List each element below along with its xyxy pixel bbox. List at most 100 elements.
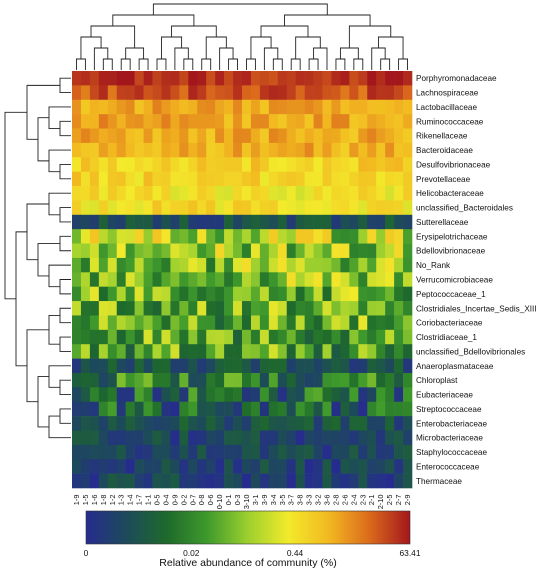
heatmap-cell [322, 387, 332, 403]
row-label: Lachnospiraceae [416, 89, 479, 98]
heatmap-cell [358, 473, 368, 489]
heatmap-cell [215, 329, 225, 345]
heatmap-cell [403, 459, 413, 474]
heatmap-cell [170, 401, 180, 417]
heatmap-cell [98, 387, 109, 403]
heatmap-cell [403, 99, 413, 115]
heatmap-cell [89, 99, 100, 115]
heatmap-cell [268, 157, 279, 172]
heatmap-cell [134, 286, 144, 302]
heatmap-cell [277, 114, 288, 129]
heatmap-cell [80, 387, 91, 403]
heatmap-cell [385, 272, 395, 287]
heatmap-cell [331, 272, 341, 287]
heatmap-cell [242, 200, 252, 216]
heatmap-cell [277, 243, 288, 259]
heatmap-cell [295, 301, 305, 316]
heatmap-cell [125, 114, 135, 129]
heatmap-cell [143, 430, 153, 446]
heatmap-cell [268, 114, 279, 129]
heatmap-cell [107, 229, 118, 244]
heatmap-cell [268, 430, 279, 446]
heatmap-cell [116, 257, 126, 273]
heatmap-cell [215, 286, 225, 302]
heatmap-cell [89, 114, 100, 129]
dendrogram-branch [308, 58, 319, 70]
heatmap-cell [107, 171, 118, 187]
heatmap-cell [358, 416, 368, 431]
heatmap-cell [206, 372, 216, 388]
heatmap-cell [98, 344, 109, 359]
heatmap-cell [313, 214, 323, 230]
row-label: Peptococcaceae_1 [416, 290, 486, 299]
heatmap-cell [107, 142, 118, 158]
heatmap-cell [197, 430, 207, 446]
heatmap-cell [322, 243, 332, 259]
heatmap-cell [340, 315, 350, 331]
heatmap-cell [143, 186, 153, 201]
heatmap-cell [331, 301, 341, 316]
heatmap-cell [161, 358, 171, 374]
heatmap-cell [179, 229, 189, 244]
heatmap-cell [304, 171, 314, 187]
color-scale: 0 0.02 0.44 63.41 Relative abundance of com… [84, 510, 421, 569]
heatmap-cell [98, 99, 109, 115]
heatmap-cell [385, 85, 395, 101]
heatmap-cell [233, 99, 243, 115]
heatmap-cell [403, 142, 413, 158]
heatmap-cell [268, 372, 279, 388]
heatmap-cell [403, 329, 413, 345]
heatmap-cell [376, 401, 386, 417]
heatmap-cell [188, 186, 198, 201]
heatmap-cell [313, 301, 323, 316]
heatmap-cell [322, 473, 332, 489]
heatmap-cell [233, 416, 243, 431]
heatmap-cell [358, 142, 368, 158]
heatmap-cell [340, 301, 350, 316]
heatmap-cell [385, 214, 395, 230]
heatmap-cell [295, 344, 305, 359]
heatmap-cell [242, 372, 252, 388]
heatmap-cell [197, 157, 207, 172]
heatmap-cell [116, 114, 126, 129]
heatmap-cell [358, 444, 368, 460]
heatmap-cell [161, 272, 171, 287]
heatmap-cell [179, 444, 189, 460]
heatmap-cell [367, 430, 377, 446]
column-label: 3-9 [260, 495, 269, 506]
heatmap-cell [259, 286, 270, 302]
heatmap-cell [125, 171, 135, 187]
heatmap-cell [340, 430, 350, 446]
heatmap-cell [250, 401, 261, 417]
heatmap-cell [89, 229, 100, 244]
heatmap-cell [367, 99, 377, 115]
heatmap-cell [215, 387, 225, 403]
row-label: Clostridiales_Incertae_Sedis_XIII [416, 304, 537, 313]
heatmap-cell [242, 416, 252, 431]
heatmap-cell [170, 387, 180, 403]
heatmap-cell [250, 387, 261, 403]
column-label: 0-2 [179, 495, 188, 506]
heatmap-cell [259, 329, 270, 345]
heatmap-cell [197, 99, 207, 115]
dendrogram-branch [246, 58, 256, 70]
heatmap-cell [313, 200, 323, 216]
heatmap-cell [277, 473, 288, 489]
heatmap-cell [259, 128, 270, 144]
heatmap-cell [197, 286, 207, 302]
heatmap-cell [179, 301, 189, 316]
heatmap-cell [188, 157, 198, 172]
heatmap-cell [161, 329, 171, 345]
heatmap-cell [331, 99, 341, 115]
heatmap-cell [72, 315, 82, 331]
heatmap-cell [116, 214, 126, 230]
heatmap-cell [161, 128, 171, 144]
heatmap-cell [125, 128, 135, 144]
heatmap-cell [358, 71, 368, 86]
heatmap-cell [116, 444, 126, 460]
color-scale-tick-label: 0.02 [183, 548, 200, 558]
heatmap-cell [197, 401, 207, 417]
heatmap-cell [152, 301, 162, 316]
heatmap-cell [233, 128, 243, 144]
heatmap-cell [98, 243, 109, 259]
